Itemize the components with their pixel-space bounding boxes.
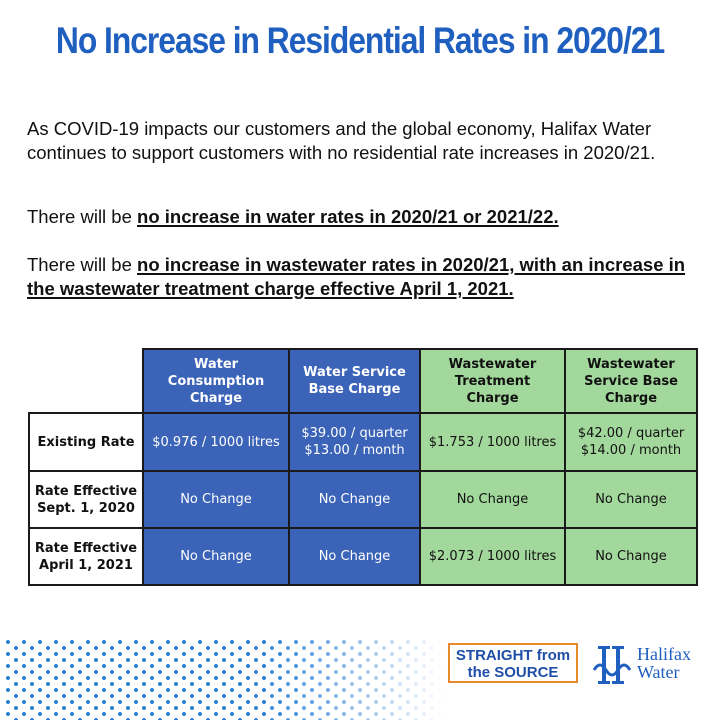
table-row: Existing Rate $0.976 / 1000 litres $39.0… bbox=[28, 412, 698, 472]
wastewater-rates-prefix: There will be bbox=[27, 254, 138, 275]
table-cell: $2.073 / 1000 litres bbox=[419, 527, 566, 586]
logo-line-2: Water bbox=[637, 662, 680, 682]
rates-table: Water Consumption Charge Water Service B… bbox=[28, 348, 698, 586]
table-row: Rate Effective April 1, 2021 No Change N… bbox=[28, 527, 698, 586]
table-cell: No Change bbox=[288, 470, 421, 529]
table-cell: No Change bbox=[142, 470, 290, 529]
table-cell: No Change bbox=[564, 470, 698, 529]
table-cell: $42.00 / quarter $14.00 / month bbox=[564, 412, 698, 472]
table-row: Rate Effective Sept. 1, 2020 No Change N… bbox=[28, 470, 698, 529]
straight-from-the-source-badge: STRAIGHT from the SOURCE bbox=[448, 643, 578, 683]
header-water-service-base: Water Service Base Charge bbox=[288, 348, 421, 414]
row-label: Rate Effective April 1, 2021 bbox=[28, 527, 144, 586]
dot-pattern-decoration-offset bbox=[8, 642, 445, 720]
logo-line-1: Halifax bbox=[637, 644, 691, 664]
badge-line-2: the SOURCE bbox=[467, 664, 559, 681]
water-rates-emphasis: no increase in water rates in 2020/21 or… bbox=[137, 206, 559, 227]
header-water-consumption: Water Consumption Charge bbox=[142, 348, 290, 414]
row-label: Rate Effective Sept. 1, 2020 bbox=[28, 470, 144, 529]
row-label: Existing Rate bbox=[28, 412, 144, 472]
table-cell: No Change bbox=[564, 527, 698, 586]
table-cell: No Change bbox=[288, 527, 421, 586]
wastewater-rates-emphasis: no increase in wastewater rates in 2020/… bbox=[27, 254, 686, 299]
table-cell: $1.753 / 1000 litres bbox=[419, 412, 566, 472]
table-cell: No Change bbox=[142, 527, 290, 586]
badge-line-1: STRAIGHT from bbox=[455, 647, 571, 664]
table-cell: $39.00 / quarter $13.00 / month bbox=[288, 412, 421, 472]
table-cell: $0.976 / 1000 litres bbox=[142, 412, 290, 472]
header-wastewater-treatment: Wastewater Treatment Charge bbox=[419, 348, 566, 414]
halifax-water-wordmark: Halifax Water bbox=[637, 645, 691, 681]
header-corner bbox=[29, 349, 143, 413]
page-title: No Increase in Residential Rates in 2020… bbox=[55, 20, 665, 61]
table-header-row: Water Consumption Charge Water Service B… bbox=[29, 348, 698, 414]
wastewater-rates-statement: There will be no increase in wastewater … bbox=[27, 253, 699, 301]
halifax-water-logo-icon bbox=[592, 646, 632, 684]
header-wastewater-service-base: Wastewater Service Base Charge bbox=[564, 348, 698, 414]
intro-paragraph: As COVID-19 impacts our customers and th… bbox=[27, 118, 656, 163]
water-rates-prefix: There will be bbox=[27, 206, 138, 227]
water-rates-statement: There will be no increase in water rates… bbox=[27, 205, 699, 229]
table-cell: No Change bbox=[419, 470, 566, 529]
